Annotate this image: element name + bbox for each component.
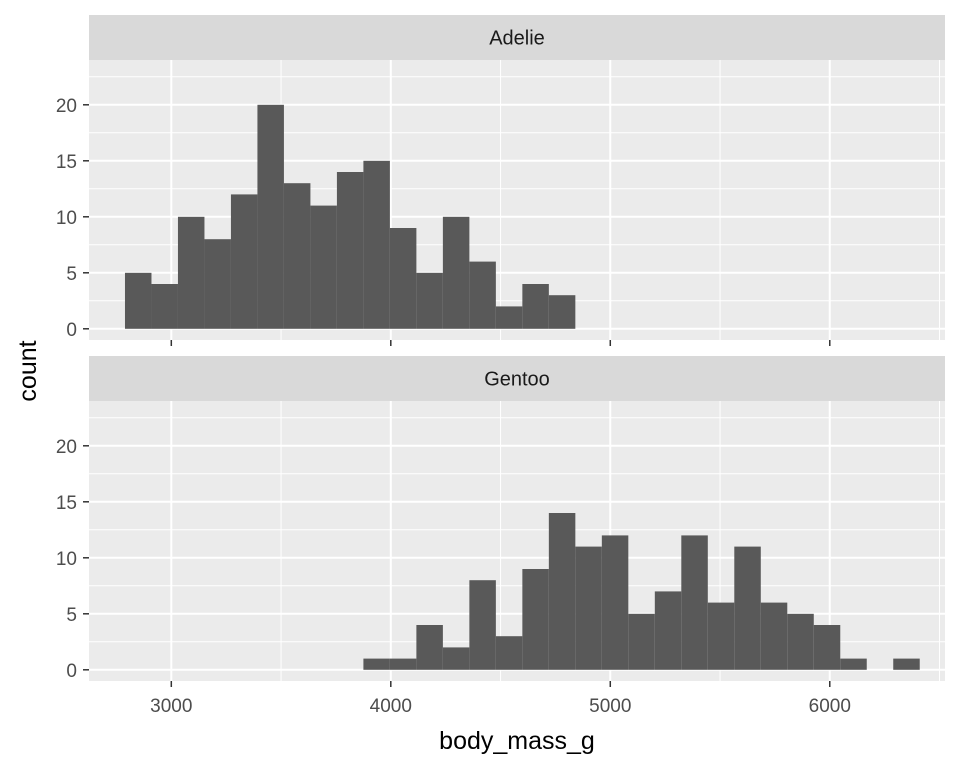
y-axis-title: count xyxy=(14,340,42,401)
histogram-bar xyxy=(548,513,576,670)
histogram-bar xyxy=(522,284,549,329)
histogram-bar xyxy=(151,284,178,329)
histogram-bar xyxy=(363,160,390,329)
y-tick-label: 20 xyxy=(56,96,77,117)
facets-layer: Adelie 0 5 10 15 20 Gentoo 0 5 10 15 20 xyxy=(56,15,945,687)
histogram-bar xyxy=(230,194,258,329)
y-tick-label: 0 xyxy=(66,320,77,341)
histogram-bar xyxy=(840,658,867,670)
histogram-bar xyxy=(628,613,655,670)
histogram-bar xyxy=(495,636,523,670)
histogram-bar xyxy=(522,569,549,670)
histogram-bar xyxy=(257,104,284,329)
histogram-bar xyxy=(787,613,814,670)
y-tick-label: 20 xyxy=(56,437,77,458)
facet-panel-gentoo: Gentoo 0 5 10 15 20 xyxy=(56,356,945,687)
histogram-bar xyxy=(469,580,496,670)
facet-strip-label: Gentoo xyxy=(484,369,550,391)
histogram-bar xyxy=(575,546,602,670)
facet-strip-label: Adelie xyxy=(489,28,545,50)
facet-panel-adelie: Adelie 0 5 10 15 20 xyxy=(56,15,945,346)
histogram-bar xyxy=(310,205,337,329)
histogram-bar xyxy=(204,239,231,329)
y-tick-label: 10 xyxy=(56,208,77,229)
histogram-bar xyxy=(389,658,417,670)
histogram-bar xyxy=(416,272,443,329)
histogram-bar xyxy=(124,272,152,329)
histogram-bar xyxy=(893,658,920,670)
y-tick-label: 15 xyxy=(56,493,77,514)
histogram-bar xyxy=(177,216,205,329)
y-tick-label: 15 xyxy=(56,152,77,173)
histogram-bar xyxy=(389,228,417,329)
x-axis: 3000 4000 5000 6000 xyxy=(150,696,851,717)
histogram-bar xyxy=(283,183,311,329)
histogram-bar xyxy=(442,216,470,329)
y-tick-label: 0 xyxy=(66,661,77,682)
histogram-bar xyxy=(681,535,708,670)
x-axis-title: body_mass_g xyxy=(439,727,595,755)
y-tick-label: 5 xyxy=(66,264,77,285)
histogram-bar xyxy=(336,172,364,329)
histogram-bar xyxy=(363,658,390,670)
histogram-bar xyxy=(760,602,788,670)
histogram-bar xyxy=(416,625,443,670)
y-tick-label: 5 xyxy=(66,605,77,626)
x-tick-label: 3000 xyxy=(150,696,192,717)
histogram-bar xyxy=(734,546,761,670)
x-tick-label: 6000 xyxy=(809,696,851,717)
histogram-bar xyxy=(813,625,841,670)
facet-strip xyxy=(89,356,945,401)
x-tick-label: 5000 xyxy=(589,696,631,717)
histogram-bar xyxy=(548,295,576,329)
y-tick-label: 10 xyxy=(56,549,77,570)
histogram-bar xyxy=(469,261,496,329)
histogram-bar xyxy=(707,602,735,670)
facet-strip xyxy=(89,15,945,60)
x-tick-label: 4000 xyxy=(370,696,412,717)
histogram-bar xyxy=(654,591,682,670)
histogram-bar xyxy=(601,535,629,670)
histogram-bar xyxy=(442,647,470,670)
histogram-bar xyxy=(495,306,523,329)
